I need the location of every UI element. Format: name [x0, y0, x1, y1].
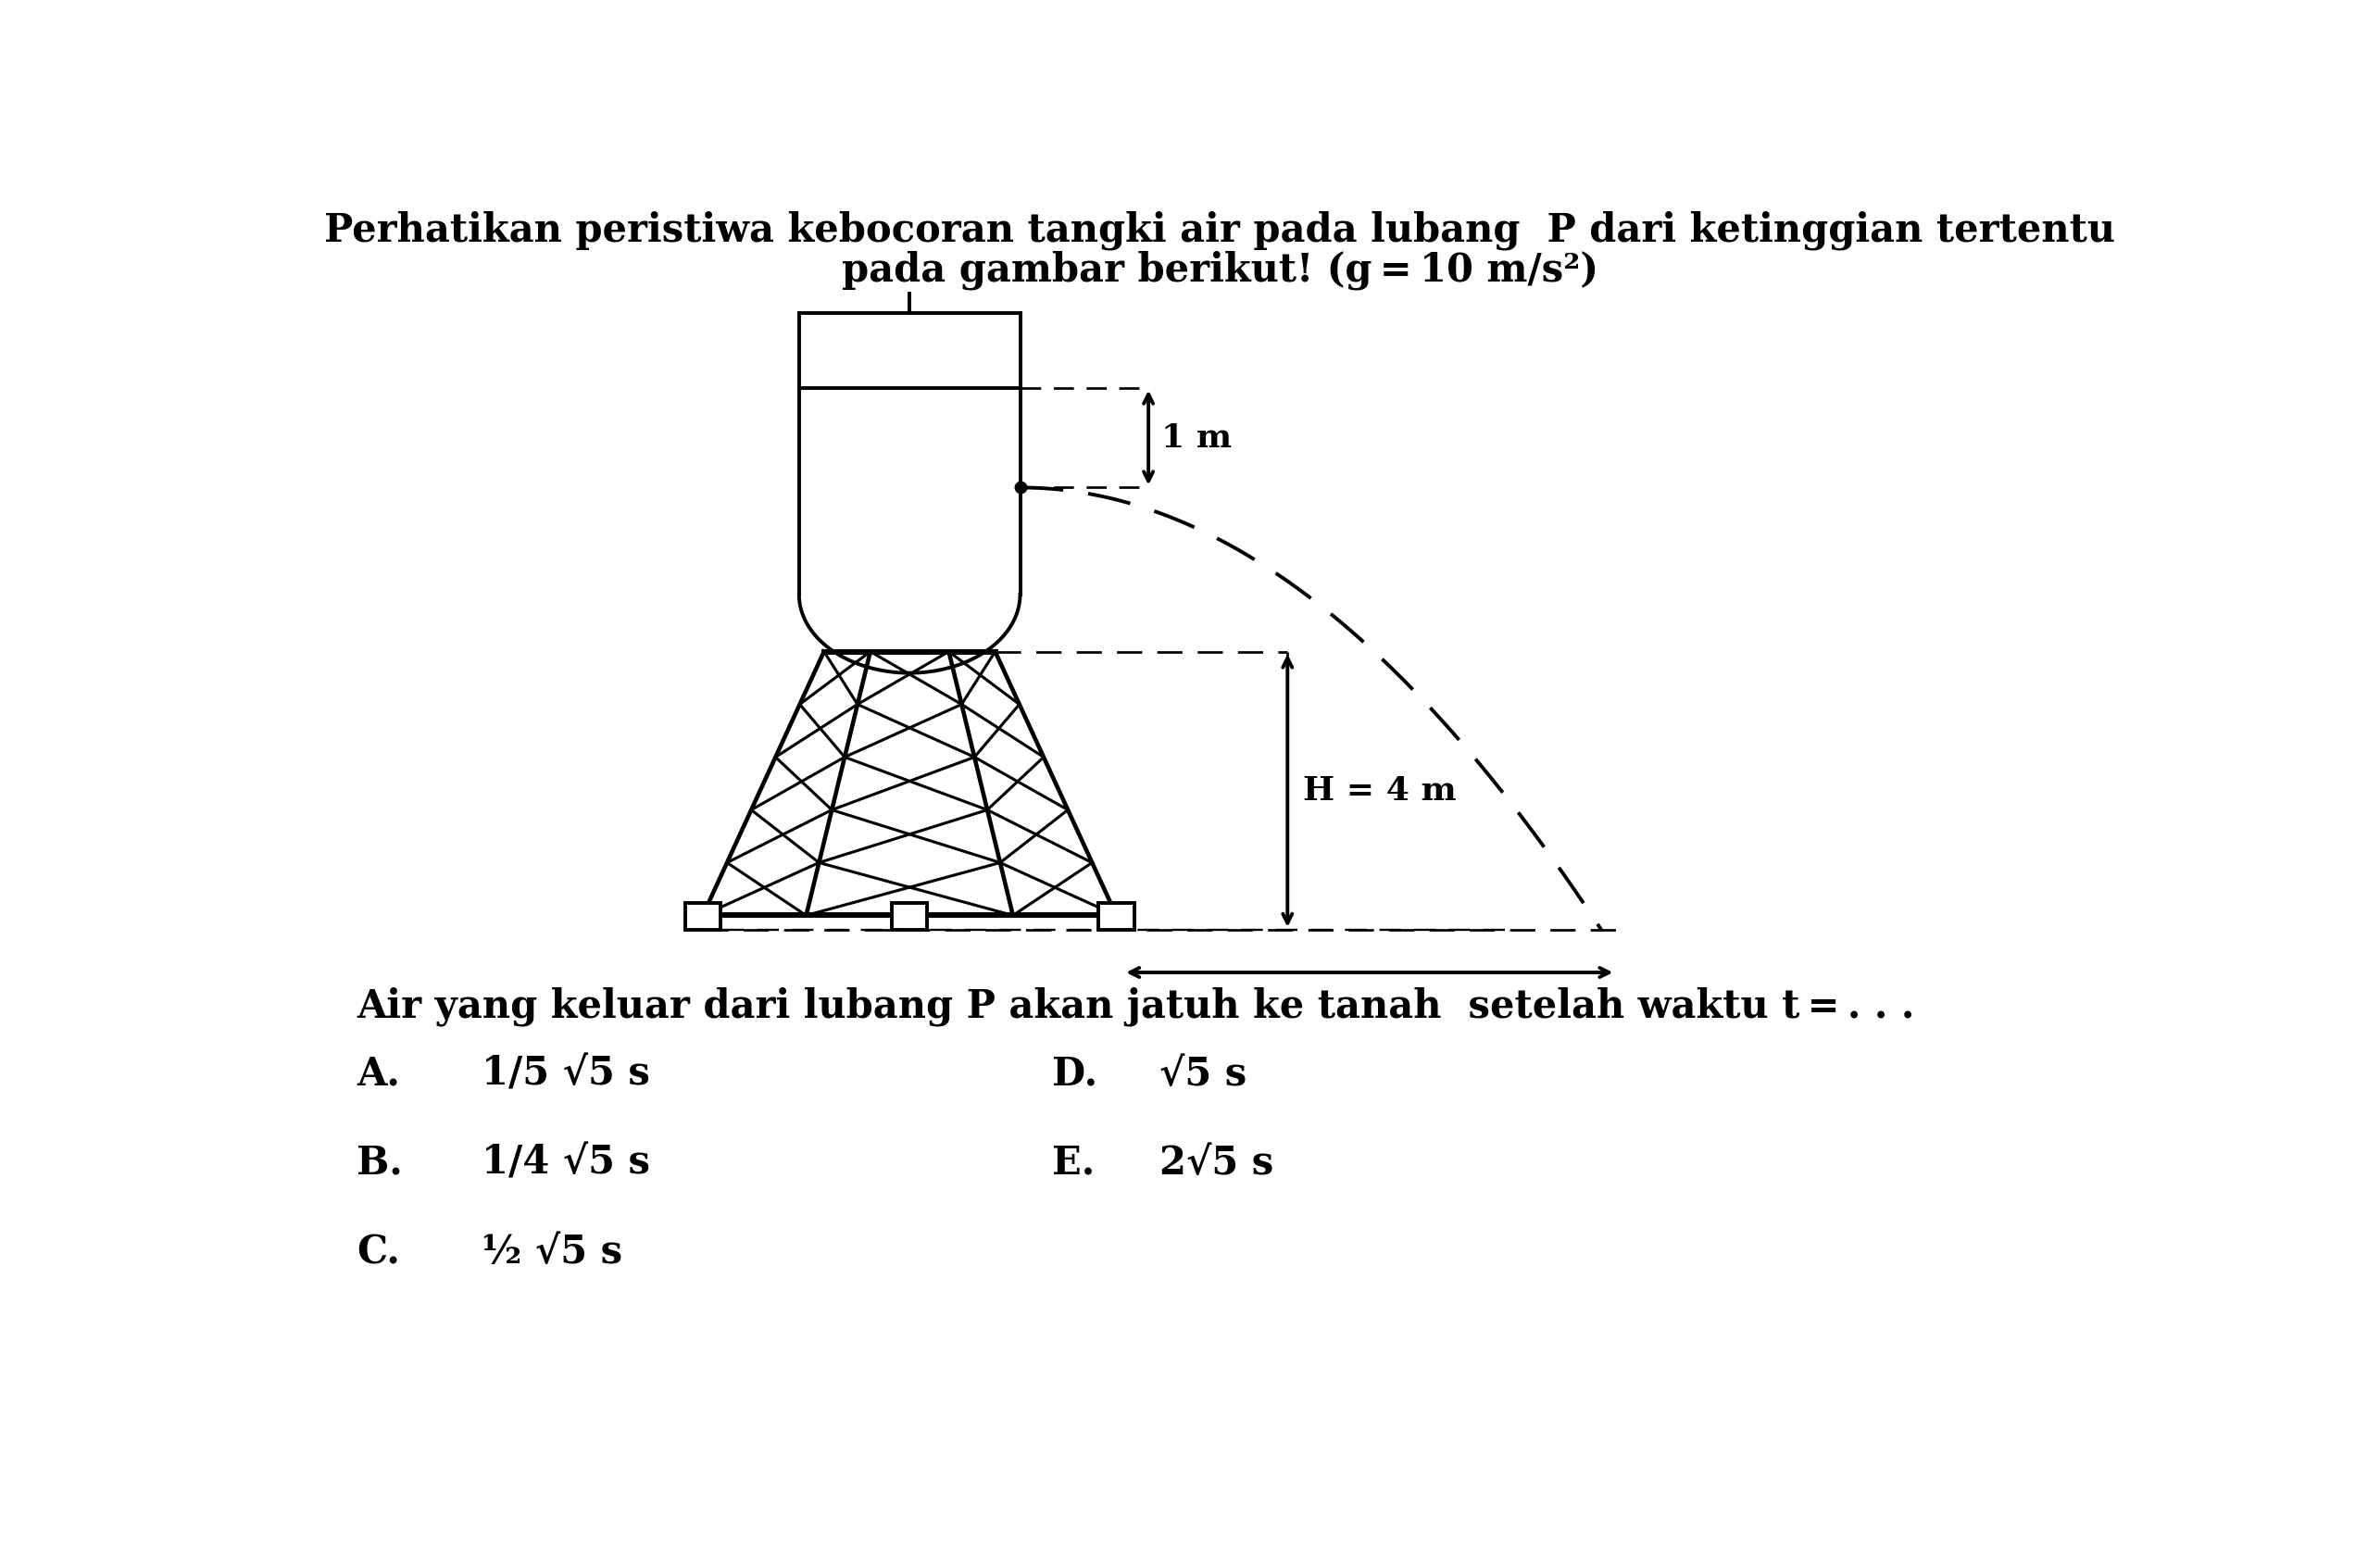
Bar [892, 903, 928, 929]
Text: ½ √5 s: ½ √5 s [481, 1233, 624, 1272]
Bar [1100, 903, 1135, 929]
Text: B.: B. [357, 1144, 402, 1183]
Text: D.: D. [1052, 1055, 1097, 1094]
Text: H = 4 m: H = 4 m [1304, 774, 1457, 807]
Text: A.: A. [357, 1055, 400, 1094]
Text: 1/5 √5 s: 1/5 √5 s [481, 1055, 650, 1094]
Text: 1 m: 1 m [1161, 422, 1233, 453]
Text: pada gambar berikut! (g = 10 m/s²): pada gambar berikut! (g = 10 m/s²) [843, 251, 1597, 290]
Text: √5 s: √5 s [1159, 1055, 1247, 1094]
Text: C.: C. [357, 1233, 400, 1272]
Text: 1/4 √5 s: 1/4 √5 s [481, 1144, 650, 1183]
Text: Perhatikan peristiwa kebocoran tangki air pada lubang  P dari ketinggian tertent: Perhatikan peristiwa kebocoran tangki ai… [324, 212, 2116, 251]
Text: Air yang keluar dari lubang P akan jatuh ke tanah  setelah waktu t = . . .: Air yang keluar dari lubang P akan jatuh… [357, 987, 1916, 1026]
Bar [685, 903, 721, 929]
Text: 2√5 s: 2√5 s [1159, 1144, 1273, 1183]
Text: E.: E. [1052, 1144, 1095, 1183]
